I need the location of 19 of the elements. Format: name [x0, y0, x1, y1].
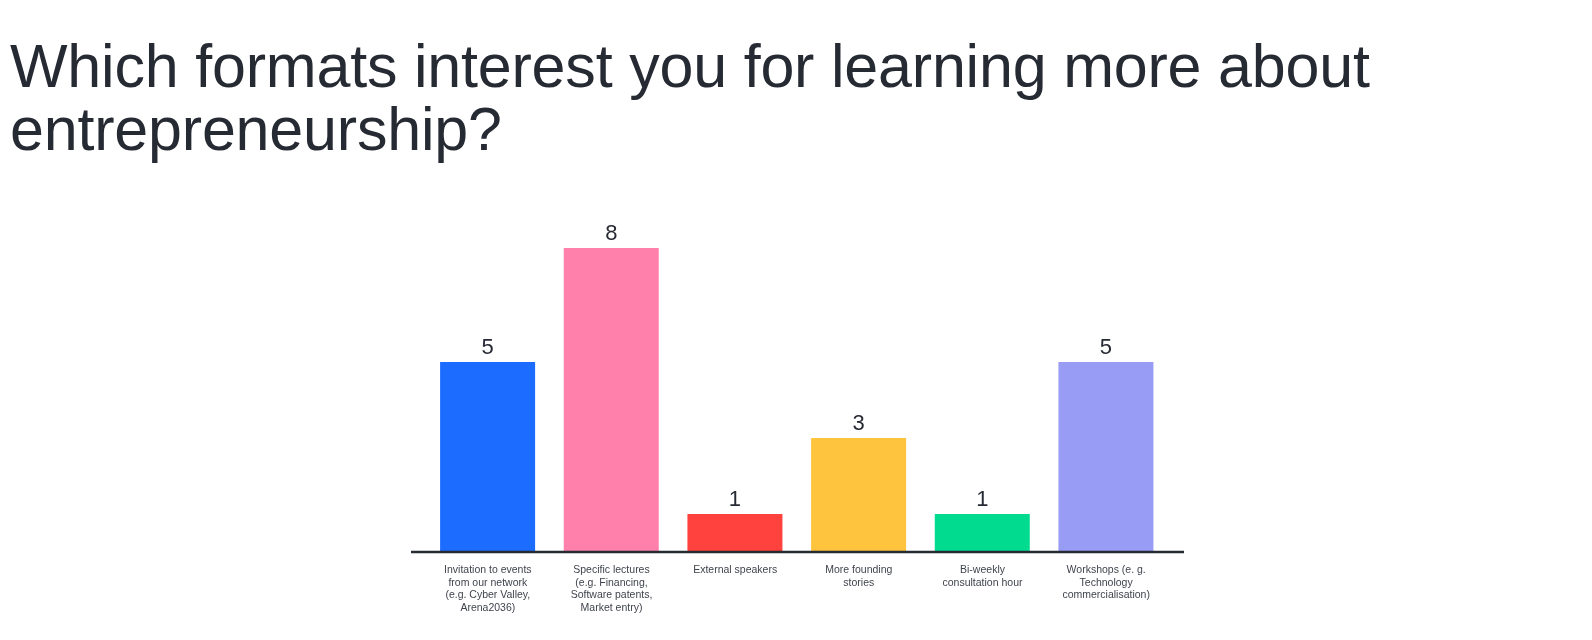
bar	[1058, 362, 1154, 552]
x-tick-label: Specific lectures (e.g. Financing, Software patents, Market entry)	[570, 563, 653, 613]
bar	[563, 248, 659, 552]
data-label: 3	[852, 410, 865, 435]
data-label: 8	[605, 220, 618, 245]
chart-title: Which formats interest you for learning more about entrepreneurship?	[10, 32, 1371, 163]
data-label: 1	[976, 486, 989, 511]
x-tick-label: Invitation to events from our network (e.g. Cyber Valley, Arena2036)	[444, 563, 532, 613]
x-tick-label: Workshops (e. g. Technology commercialisation)	[1062, 563, 1150, 601]
data-label: 5	[1099, 334, 1113, 359]
x-tick-label: Bi-weekly consultation hour	[942, 563, 1023, 588]
x-tick-label: External speakers	[693, 563, 778, 576]
bar	[934, 514, 1030, 552]
data-label: 5	[481, 334, 494, 359]
bar	[440, 362, 536, 552]
x-tick-label: More founding stories	[825, 563, 893, 588]
bar	[811, 438, 907, 552]
data-label: 1	[728, 486, 742, 511]
bar	[687, 514, 783, 552]
